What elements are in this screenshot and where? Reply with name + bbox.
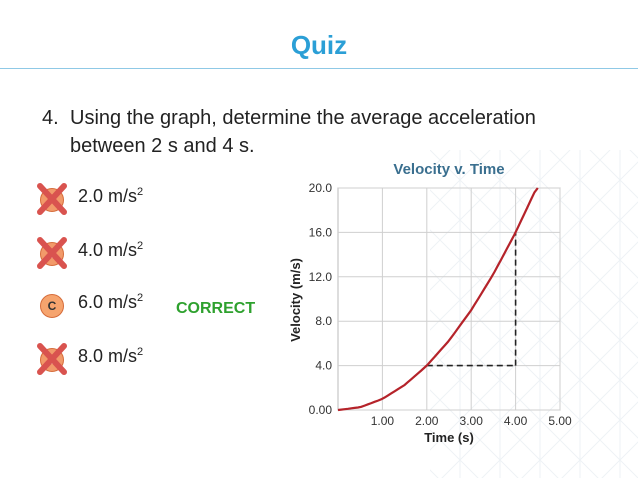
y-tick-label: 12.0 — [309, 270, 333, 284]
chart-guides — [426, 232, 517, 367]
title-divider — [0, 68, 638, 69]
option-d-text: 8.0 m/s2 — [78, 346, 144, 366]
slide-title: Quiz — [290, 30, 348, 60]
chart-series — [337, 187, 539, 412]
y-tick-label: 8.0 — [315, 314, 332, 328]
x-tick-label: 4.00 — [504, 414, 528, 428]
option-a-text: 2.0 m/s2 — [78, 186, 144, 206]
option-c-text: 6.0 m/s2 — [78, 292, 144, 312]
option-c-badge: C — [40, 294, 64, 318]
x-tick-label: 3.00 — [460, 414, 484, 428]
correct-label: CORRECT — [176, 300, 256, 317]
y-tick-label: 4.0 — [315, 359, 332, 373]
cross-mark-icon — [37, 183, 67, 215]
chart-grid — [337, 187, 561, 411]
cross-mark-icon — [37, 237, 67, 269]
y-tick-label: 16.0 — [309, 225, 333, 239]
chart-title: Velocity v. Time — [393, 161, 504, 178]
plot-frame — [337, 187, 561, 411]
x-tick-label: 1.00 — [371, 414, 395, 428]
y-tick-label: 0.00 — [309, 403, 333, 417]
cross-mark-icon — [37, 343, 67, 375]
question-text: Using the graph, determine the average a… — [70, 107, 536, 157]
chart-ticks: 1.00 2.00 3.00 4.00 5.00 0.00 4.0 8.0 12.0 16.0 20… — [309, 181, 572, 428]
y-tick-label: 20.0 — [309, 181, 333, 195]
velocity-curve — [337, 187, 539, 412]
velocity-time-chart: Velocity v. Time 1.00 2.00 3.00 4.00 5.00 0.0… — [288, 161, 572, 445]
x-tick-label: 5.00 — [548, 414, 572, 428]
x-axis-label: Time (s) — [424, 430, 474, 445]
option-b-text: 4.0 m/s2 — [78, 240, 144, 260]
x-tick-label: 2.00 — [415, 414, 439, 428]
y-axis-label: Velocity (m/s) — [288, 258, 303, 342]
question-number: 4. — [42, 107, 59, 129]
